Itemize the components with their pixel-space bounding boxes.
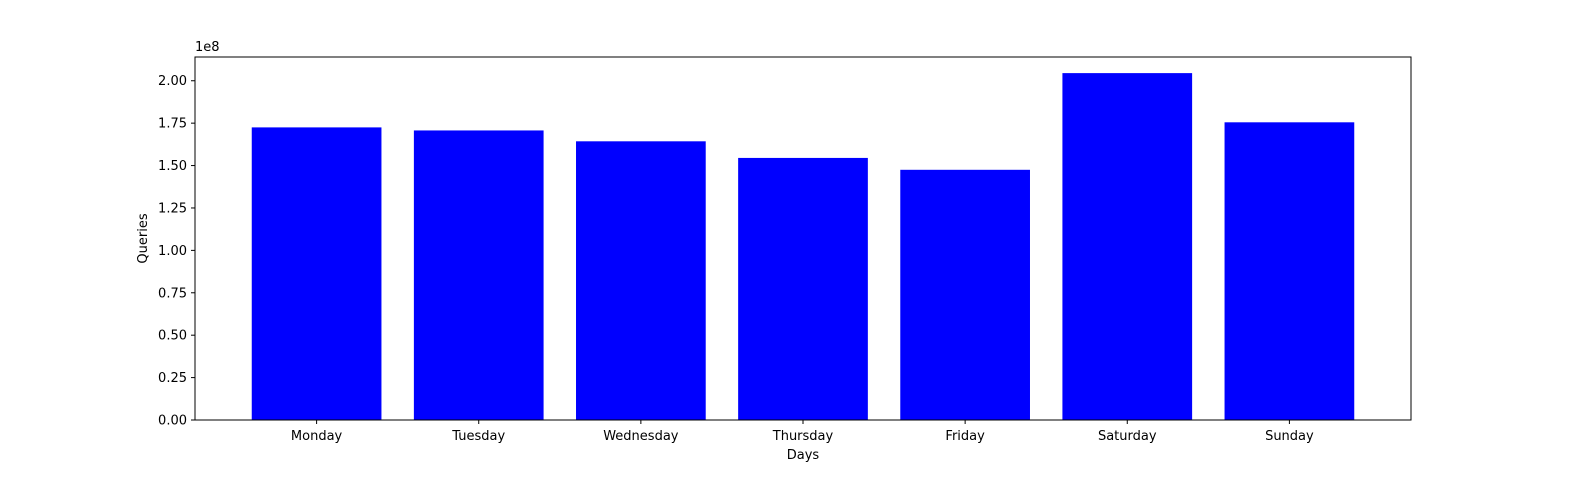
y-tick-label: 0.00 xyxy=(158,414,187,429)
x-tick-label-saturday: Saturday xyxy=(1098,429,1157,444)
bar-friday xyxy=(900,169,1030,420)
bar-tuesday xyxy=(413,130,544,421)
y-tick-label: 2.00 xyxy=(158,74,187,89)
bar-wednesday xyxy=(576,141,706,420)
y-tick-label: 1.75 xyxy=(158,117,187,132)
x-tick-label-wednesday: Wednesday xyxy=(603,429,679,444)
bars-group xyxy=(251,73,1355,421)
x-tick-label-thursday: Thursday xyxy=(772,429,834,444)
y-tick-label: 1.50 xyxy=(158,159,187,174)
bar-thursday xyxy=(738,157,868,421)
bar-sunday xyxy=(1224,122,1355,420)
x-tick-label-sunday: Sunday xyxy=(1265,429,1314,444)
x-tick-label-tuesday: Tuesday xyxy=(451,429,505,444)
y-axis-ticks: 0.00 0.25 0.50 0.75 1.00 1.25 1.50 1.75 2.00 xyxy=(158,74,195,429)
x-axis-label: Days xyxy=(787,448,820,463)
bar-saturday xyxy=(1062,73,1193,420)
x-tick-label-monday: Monday xyxy=(291,429,343,444)
y-tick-label: 1.00 xyxy=(158,244,187,259)
y-tick-label: 1.25 xyxy=(158,201,187,216)
y-tick-label: 0.25 xyxy=(158,371,187,386)
x-axis-ticks: Monday Tuesday Wednesday Thursday Friday Satu… xyxy=(291,420,1314,444)
y-axis-offset-label: 1e8 xyxy=(195,40,220,55)
y-tick-label: 0.75 xyxy=(158,286,187,301)
plot-frame xyxy=(194,56,1412,421)
y-tick-label: 0.50 xyxy=(158,329,187,344)
bar-monday xyxy=(251,127,382,420)
x-tick-label-friday: Friday xyxy=(945,429,985,444)
y-axis-label: Queries xyxy=(136,213,151,263)
